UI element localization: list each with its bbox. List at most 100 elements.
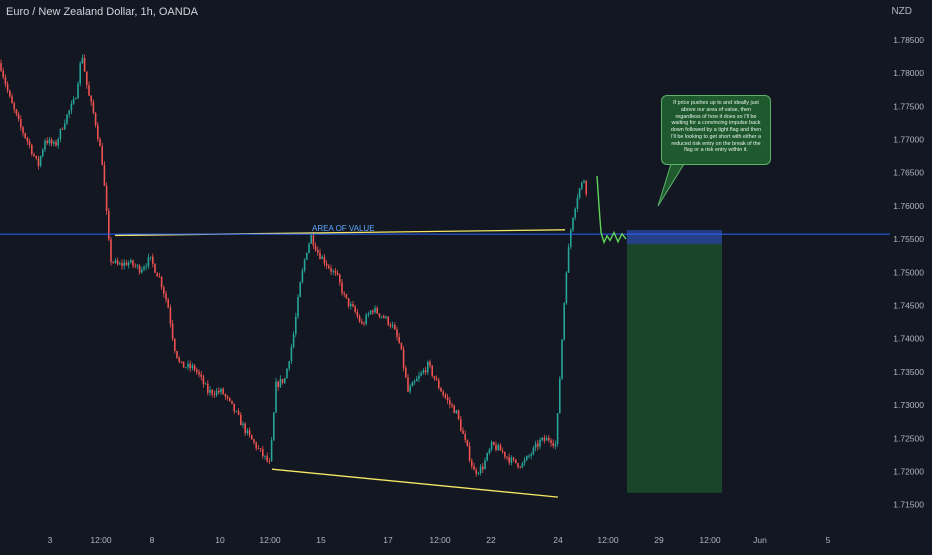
y-tick-label: 1.73000	[893, 400, 924, 410]
candle-body	[312, 235, 315, 246]
candle-body	[191, 365, 194, 369]
candle-body	[306, 252, 308, 260]
candle-body	[396, 329, 398, 337]
candle-body	[563, 303, 565, 340]
candle-body	[97, 125, 99, 140]
candle-body	[273, 412, 275, 441]
candle-body	[110, 239, 112, 262]
candle-body	[132, 260, 134, 266]
candle-body	[176, 351, 178, 358]
y-tick-label: 1.73500	[893, 367, 924, 377]
candle-body	[119, 263, 121, 265]
candle-body	[354, 306, 356, 313]
candle-body	[490, 442, 493, 450]
candle-body	[114, 260, 117, 263]
candle-body	[297, 297, 299, 317]
candle-body	[24, 133, 26, 138]
candle-body	[416, 378, 418, 382]
candle-body	[352, 304, 354, 307]
candle-body	[444, 394, 447, 398]
candle-body	[464, 434, 466, 440]
candle-body	[66, 114, 68, 124]
candle-body	[570, 230, 572, 247]
candle-body	[105, 185, 108, 211]
candle-body	[486, 453, 488, 461]
candle-body	[152, 256, 154, 264]
lower-trendline[interactable]	[271, 468, 559, 498]
candle-body	[13, 103, 15, 110]
candle-body	[391, 324, 394, 327]
x-tick-label: 12:00	[259, 535, 281, 545]
candle-body	[6, 84, 9, 91]
candle-body	[446, 397, 449, 401]
candle-body	[554, 443, 557, 446]
candle-body	[310, 235, 312, 244]
candle-body	[196, 369, 198, 372]
candle-body	[431, 365, 433, 377]
candle-body	[314, 245, 317, 251]
candle-body	[141, 269, 143, 273]
candle-body	[75, 98, 77, 100]
candle-body	[79, 63, 81, 84]
candle-body	[174, 338, 176, 352]
candle-body	[365, 314, 367, 325]
candle-body	[561, 339, 563, 379]
candle-body	[400, 342, 403, 350]
candle-body	[523, 459, 526, 464]
candle-body	[512, 457, 515, 460]
candle-body	[288, 361, 290, 369]
candle-body	[68, 110, 70, 115]
candle-body	[20, 119, 22, 128]
candle-body	[92, 101, 95, 113]
candle-body	[303, 259, 306, 271]
candle-body	[319, 252, 321, 259]
candle-body	[350, 304, 352, 307]
note-bubble[interactable]: If price pushes up to and ideally just a…	[661, 95, 771, 165]
candle-body	[33, 154, 35, 157]
projected-price-path[interactable]	[596, 175, 627, 245]
candle-body	[440, 388, 442, 392]
candle-body	[134, 265, 136, 267]
candle-body	[248, 430, 251, 436]
candle-body	[576, 197, 579, 209]
candle-body	[345, 294, 348, 299]
candle-body	[39, 156, 42, 166]
candle-body	[279, 379, 282, 387]
candle-body	[244, 423, 246, 433]
symbol-title: Euro / New Zealand Dollar, 1h, OANDA	[6, 6, 198, 18]
short-entry-zone[interactable]	[627, 230, 722, 245]
candle-body	[493, 442, 495, 445]
candle-body	[363, 323, 365, 325]
short-target-zone[interactable]	[627, 234, 722, 493]
candle-body	[438, 380, 440, 389]
candle-body	[339, 274, 341, 283]
candle-body	[521, 463, 524, 468]
candle-body	[64, 123, 66, 130]
candle-body	[468, 445, 471, 461]
candle-body	[482, 466, 484, 470]
candle-body	[515, 459, 517, 464]
candle-body	[130, 260, 132, 263]
candle-body	[9, 90, 11, 97]
candle-body	[519, 466, 521, 468]
candle-body	[15, 109, 18, 115]
candle-body	[0, 63, 2, 71]
candle-body	[380, 316, 383, 317]
candle-body	[325, 263, 328, 266]
x-tick-label: 12:00	[597, 535, 619, 545]
candle-body	[526, 456, 528, 460]
candle-body	[4, 77, 7, 85]
candle-body	[103, 164, 106, 186]
candle-body	[356, 312, 359, 317]
candle-body	[59, 128, 62, 139]
candle-body	[165, 293, 167, 300]
candle-body	[42, 149, 44, 157]
candle-body	[101, 146, 103, 165]
candle-body	[387, 316, 389, 325]
candle-body	[48, 139, 51, 144]
candle-body	[572, 217, 574, 231]
candle-body	[552, 443, 554, 446]
candle-body	[479, 466, 482, 473]
